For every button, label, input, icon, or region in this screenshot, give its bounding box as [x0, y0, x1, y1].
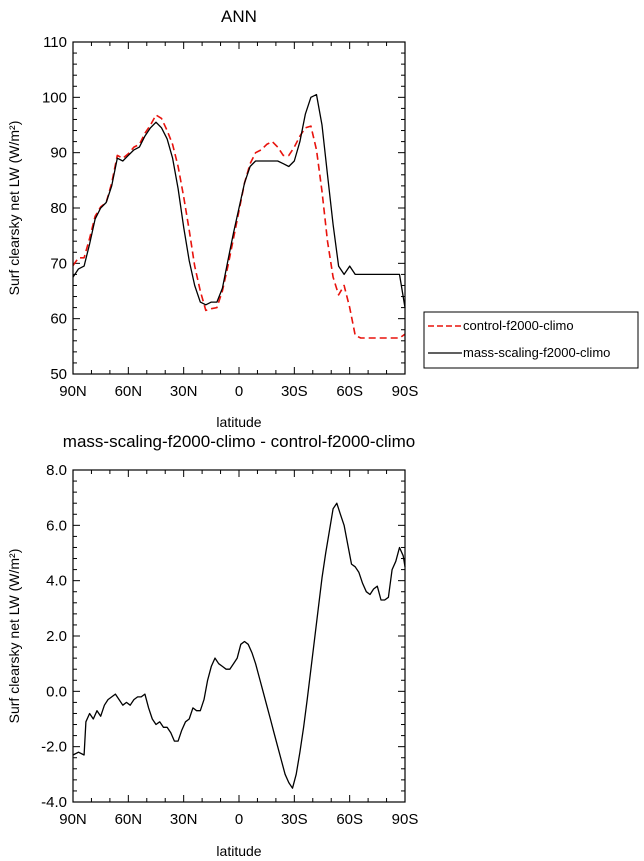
top-y-tick-label: 70 [50, 255, 67, 272]
bottom-y-tick-label: 6.0 [46, 517, 67, 534]
top-x-tick-label: 90S [392, 383, 419, 400]
top-series-line-control-f2000-climo [72, 114, 406, 339]
legend-box [423, 311, 639, 369]
top-y-tick-label: 100 [42, 89, 67, 106]
top-chart-title: ANN [221, 7, 257, 26]
bottom-x-tick-label: 60S [336, 811, 363, 828]
legend: control-f2000-climo mass-scaling-f2000-c… [423, 311, 639, 369]
bottom-x-tick-label: 90S [392, 811, 419, 828]
bottom-chart-panel: mass-scaling-f2000-climo - control-f2000… [6, 432, 418, 859]
top-y-tick-label: 110 [43, 34, 67, 51]
top-y-tick-label: 90 [50, 145, 67, 162]
bottom-series-line-difference [72, 502, 406, 789]
top-y-tick-label: 60 [50, 311, 67, 328]
legend-label-mass-scaling: mass-scaling-f2000-climo [463, 345, 610, 360]
bottom-chart-plot-frame [72, 469, 406, 803]
bottom-chart-title: mass-scaling-f2000-climo - control-f2000… [63, 432, 415, 451]
bottom-y-tick-label: 8.0 [46, 462, 67, 479]
bottom-x-tick-label: 0 [235, 811, 243, 828]
top-chart-x-axis-label: latitude [216, 414, 261, 430]
bottom-x-tick-label: 30N [170, 811, 198, 828]
bottom-x-tick-label: 60N [115, 811, 143, 828]
bottom-y-tick-label: -2.0 [41, 739, 67, 756]
bottom-chart-y-axis-label: Surf clearsky net LW (W/m²) [6, 549, 22, 724]
legend-label-control: control-f2000-climo [463, 318, 574, 333]
bottom-y-tick-label: -4.0 [41, 794, 67, 811]
top-chart-plot-frame [72, 41, 406, 375]
top-x-tick-label: 0 [235, 383, 243, 400]
top-x-tick-label: 90N [59, 383, 87, 400]
top-chart-panel: ANN 90N 60N 30N 0 30S 60S 90S5060708090100110 … [6, 7, 418, 430]
top-x-tick-label: 60S [336, 383, 363, 400]
top-chart-ticks: 90N 60N 30N 0 30S 60S 90S 50 60 70 80 90 100 110 [42, 34, 418, 400]
top-chart-series [72, 93, 406, 339]
bottom-y-tick-label: 0.0 [46, 683, 67, 700]
bottom-y-tick-label: 2.0 [46, 628, 67, 645]
top-x-tick-label: 60N [115, 383, 143, 400]
bottom-x-tick-label: 90N [59, 811, 87, 828]
top-series-line-mass-scaling-f2000-climo [72, 93, 406, 308]
bottom-y-tick-label: 4.0 [46, 573, 67, 590]
bottom-chart-x-axis-label: latitude [216, 843, 261, 859]
top-y-tick-label: 80 [50, 200, 67, 217]
top-y-tick-label: 50 [50, 366, 67, 383]
top-x-tick-label: 30N [170, 383, 198, 400]
top-x-tick-label: 30S [281, 383, 308, 400]
bottom-chart-ticks: 90N 60N 30N 0 30S 60S 90S -4.0 -2.0 0.0 2.0 4.0 6.0 8… [41, 462, 418, 828]
top-chart-y-axis-label: Surf clearsky net LW (W/m²) [6, 121, 22, 296]
bottom-x-tick-label: 30S [281, 811, 308, 828]
bottom-chart-series [72, 502, 406, 789]
